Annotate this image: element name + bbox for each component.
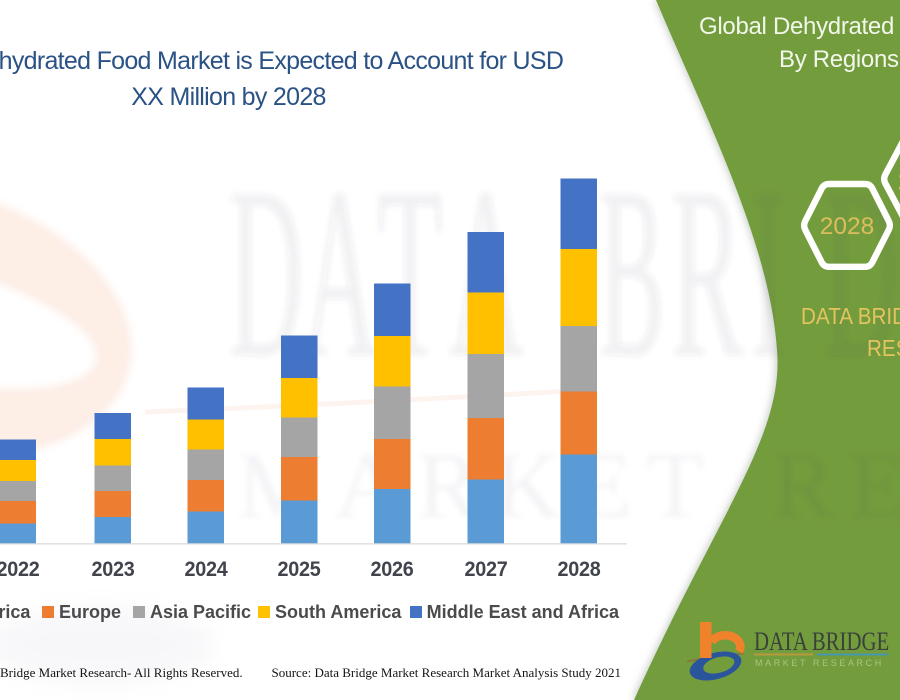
svg-text:DATA BRIDGE: DATA BRIDGE [754,628,889,657]
svg-text:R: R [671,136,743,408]
svg-text:I: I [751,137,785,408]
svg-text:2028: 2028 [820,213,875,240]
svg-text:MARKET RESEARCH: MARKET RESEARCH [755,658,884,668]
svg-text:G: G [898,137,900,408]
svg-text:2021: 2021 [898,169,900,196]
svg-text:B: B [599,138,664,408]
